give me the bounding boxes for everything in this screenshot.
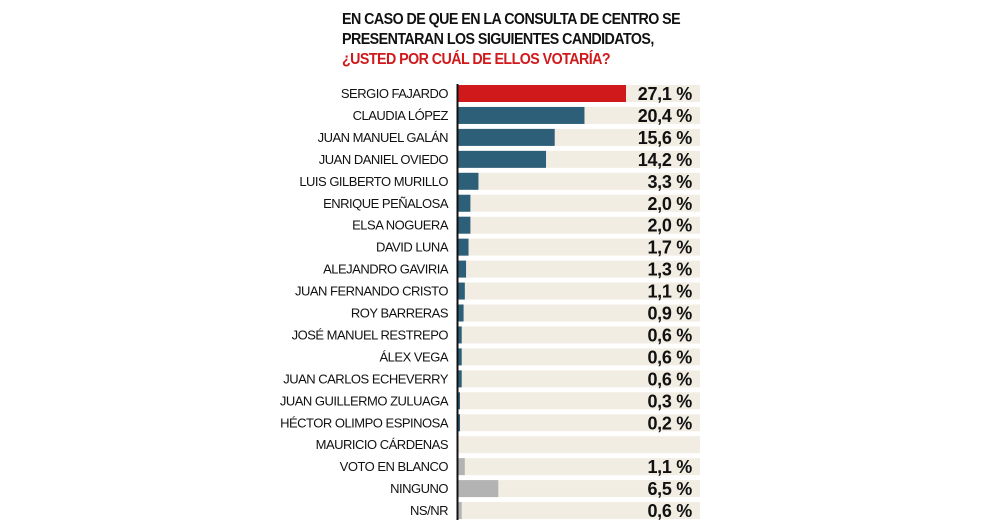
bar [458, 282, 465, 300]
bar-track [458, 326, 700, 344]
value-label: 6,5 % [647, 479, 692, 499]
value-label: 14,2 % [638, 150, 693, 170]
bar-track [458, 282, 700, 300]
category-label: ROY BARRERAS [351, 306, 449, 321]
bar [458, 414, 460, 432]
bar-track [458, 304, 700, 322]
category-label: JUAN MANUEL GALÁN [318, 130, 449, 145]
value-label: 0,6 % [647, 501, 692, 521]
bar [458, 216, 471, 234]
bar [458, 326, 462, 344]
bar [458, 85, 626, 102]
bar [458, 502, 462, 520]
bar-track [458, 194, 700, 212]
category-label: ALEJANDRO GAVIRIA [323, 262, 449, 277]
bar-track [458, 502, 700, 520]
title-line-1: EN CASO DE QUE EN LA CONSULTA DE CENTRO … [342, 11, 681, 28]
bar [458, 480, 499, 498]
category-label: HÉCTOR OLIMPO ESPINOSA [280, 415, 449, 430]
category-label: JOSÉ MANUEL RESTREPO [292, 327, 449, 342]
value-label: 1,3 % [647, 260, 692, 280]
category-label: MAURICIO CÁRDENAS [316, 437, 449, 452]
value-label: 3,3 % [647, 172, 692, 192]
category-label: LUIS GILBERTO MURILLO [299, 174, 448, 189]
value-label: 0,6 % [647, 369, 692, 389]
bar-track [458, 414, 700, 432]
title-line-3: ¿USTED POR CUÁL DE ELLOS VOTARÍA? [342, 51, 611, 68]
category-label: NS/NR [410, 503, 448, 518]
category-label: VOTO EN BLANCO [340, 459, 449, 474]
category-label: ELSA NOGUERA [352, 218, 449, 233]
bar [458, 106, 585, 124]
category-label: ÁLEX VEGA [380, 349, 449, 364]
value-label: 0,2 % [647, 413, 692, 433]
value-label: 0,9 % [647, 304, 692, 324]
bar [458, 150, 547, 168]
bar-track [458, 216, 700, 234]
value-label: 27,1 % [638, 84, 693, 104]
bar [458, 392, 460, 410]
category-label: JUAN CARLOS ECHEVERRY [283, 371, 449, 386]
value-label: 15,6 % [638, 128, 693, 148]
value-label: 0,6 % [647, 347, 692, 367]
value-label: 20,4 % [638, 106, 693, 126]
value-label: 0,6 % [647, 325, 692, 345]
value-label: 2,0 % [647, 194, 692, 214]
bar-track [458, 348, 700, 366]
bar [458, 304, 464, 322]
bar-track [458, 370, 700, 388]
bar [458, 194, 471, 212]
category-label: NINGUNO [390, 481, 448, 496]
value-label: 0,3 % [647, 391, 692, 411]
value-label: 2,0 % [647, 216, 692, 236]
chart-title: EN CASO DE QUE EN LA CONSULTA DE CENTRO … [342, 10, 681, 70]
bar-track [458, 260, 700, 278]
category-label: CLAUDIA LÓPEZ [353, 108, 449, 123]
bar [458, 260, 467, 278]
category-label: JUAN FERNANDO CRISTO [295, 284, 448, 299]
bar-track [458, 172, 700, 190]
category-label: JUAN DANIEL OVIEDO [319, 152, 449, 167]
value-label: 1,1 % [647, 282, 692, 302]
value-label: 1,1 % [647, 457, 692, 477]
category-label: JUAN GUILLERMO ZULUAGA [280, 393, 449, 408]
bar-track [458, 458, 700, 476]
bar-track [458, 238, 700, 256]
bar-track [458, 480, 700, 498]
bar [458, 172, 479, 190]
bar-track [458, 392, 700, 410]
category-label: ENRIQUE PEÑALOSA [323, 196, 449, 211]
bar [458, 128, 555, 146]
bar [458, 370, 462, 388]
category-label: DAVID LUNA [376, 240, 449, 255]
value-label: 1,7 % [647, 238, 692, 258]
bar [458, 458, 465, 476]
bar [458, 238, 469, 256]
title-line-2: PRESENTARAN LOS SIGUIENTES CANDIDATOS, [342, 31, 654, 48]
category-label: SERGIO FAJARDO [341, 86, 449, 101]
bar [458, 348, 462, 366]
bar-track [458, 436, 700, 454]
